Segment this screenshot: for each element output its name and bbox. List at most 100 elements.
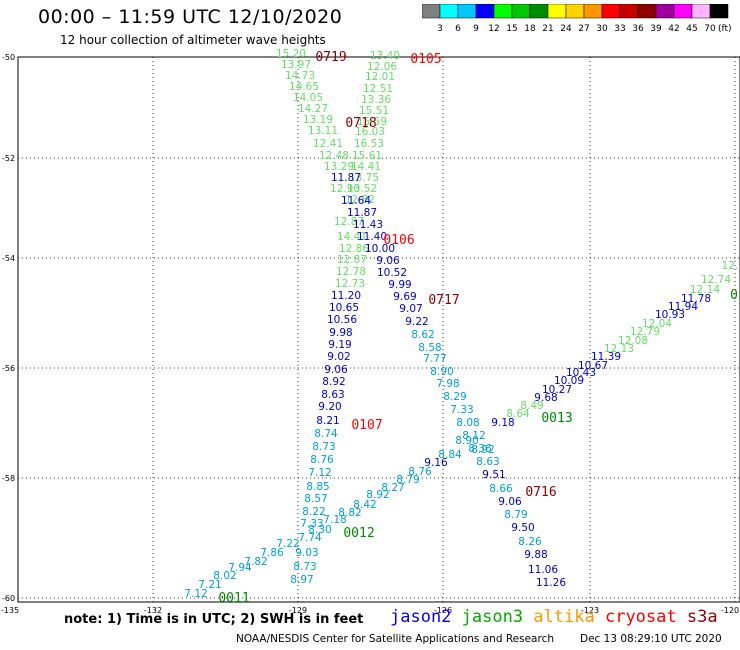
swh-value-label: 8.27: [381, 482, 404, 494]
scale-tick-label: 24: [560, 24, 572, 34]
swh-value-label: 8.66: [489, 483, 513, 495]
swh-value-label: 12.82: [345, 194, 375, 206]
pass-time-label: 0718: [345, 116, 376, 131]
swh-value-label: 9.07: [399, 303, 422, 315]
swh-value-label: 16.03: [355, 126, 385, 138]
scale-tick-label: 33: [614, 24, 625, 34]
swh-value-label: 11.87: [347, 207, 377, 219]
swh-value-label: 11.64: [341, 195, 371, 207]
lat-tick-label: -58: [2, 474, 15, 483]
pass-time-labels: 0719 0105 0718 0106 0717 0107 0013 0716 0012 0011…: [218, 50, 738, 606]
swh-value-label: 8.22: [302, 506, 325, 518]
swh-value-label: 11.40: [357, 231, 387, 243]
swh-value-label: 11.26: [536, 577, 566, 589]
swh-value-label: 8.58: [418, 342, 441, 354]
swh-value-label: 8.85: [306, 481, 329, 493]
swh-value-label: 13.52: [347, 183, 377, 195]
lat-tick-label: -50: [2, 53, 15, 62]
swh-value-label: 12.08: [618, 335, 648, 347]
footer-note: note: 1) Time is in UTC; 2) SWH is in fe…: [64, 612, 364, 627]
swh-value-label: 9.02: [327, 351, 350, 363]
swh-value-label: 7.33: [450, 404, 473, 416]
swh-value-label: 12.87: [337, 254, 367, 266]
pass-time-label: 0107: [351, 418, 382, 433]
swh-value-label: 11.78: [681, 293, 711, 305]
swh-value-label: 15.61: [352, 150, 382, 162]
swh-value-label: 7.94: [228, 562, 252, 574]
scale-swatch: [709, 4, 729, 19]
swh-value-label: 11.87: [331, 172, 361, 184]
swh-value-label: 8.79: [396, 474, 419, 486]
satellite-legend: jason2 jason3 altika cryosat s3a: [390, 607, 718, 627]
swh-value-label: 7.22: [276, 538, 299, 550]
swh-value-label: 8.92: [366, 489, 389, 501]
swh-value-label: 8.29: [443, 391, 466, 403]
swh-value-label: 14.65: [289, 81, 319, 93]
swh-value-label: 12.04: [642, 318, 672, 330]
swh-value-label: 13.11: [308, 125, 338, 137]
swh-value-label: 9.68: [534, 392, 557, 404]
swh-value-label: 14.41: [351, 161, 381, 173]
swh-value-label: 15.59: [357, 116, 387, 128]
swh-value-label: 8.26: [518, 536, 542, 548]
swh-value-label: 8.08: [456, 417, 479, 429]
swh-value-label: 8.84: [438, 449, 462, 461]
swh-value-label: 11.20: [331, 290, 361, 302]
swh-value-label: 9.03: [295, 547, 318, 559]
swh-value-label: 8.73: [312, 441, 335, 453]
lon-tick-label: -123: [581, 606, 599, 615]
footer-date: Dec 13 08:29:10 UTC 2020: [580, 633, 722, 645]
swh-value-label: 7.33: [300, 518, 323, 530]
swh-value-label: 10.27: [542, 384, 572, 396]
swh-value-label: 10.43: [566, 367, 596, 379]
map-grid: [18, 56, 740, 602]
map-axis-labels: -135 -132 -129 -126 -123 -120 -50 -52 -54 -56 -58 -…: [1, 53, 739, 615]
swh-value-label: 12.48: [319, 150, 349, 162]
swh-value-label: 8.42: [353, 499, 376, 511]
swh-value-label: 8.76: [310, 454, 334, 466]
swh-value-label: 7.86: [260, 547, 284, 559]
scale-tick-label: 30: [596, 24, 608, 34]
swh-value-label: 7.74: [298, 532, 322, 544]
swh-value-label: 12.51: [363, 83, 393, 95]
swh-value-label: 8.76: [408, 466, 432, 478]
lat-tick-label: -52: [2, 154, 15, 163]
swh-value-label: 8.63: [476, 456, 499, 468]
swh-value-label: 8.57: [304, 493, 327, 505]
legend-jason2: jason2: [390, 607, 462, 627]
swh-value-label: 13.29: [324, 161, 354, 173]
swh-value-label: 8.64: [506, 408, 530, 420]
swh-value-label: 8.97: [290, 574, 313, 586]
swh-value-label: 8.02: [213, 570, 236, 582]
scale-tick-label: 3: [437, 24, 443, 34]
pass-time-label: 0013: [541, 411, 572, 426]
swh-value-label: 9.51: [482, 469, 505, 481]
swh-value-label: 8.30: [308, 524, 331, 536]
scale-tick-label: 18: [524, 24, 536, 34]
wave-height-points: 15.2013.9714.7314.6514.0514.2713.1913.11…: [184, 48, 738, 600]
scale-tick-label: 15: [506, 24, 517, 34]
scale-tick-label: 45: [686, 24, 697, 34]
swh-value-label: 12.78: [336, 266, 366, 278]
scale-tick-label: 21: [542, 24, 553, 34]
swh-value-label: 9.69: [393, 291, 416, 303]
swh-value-label: 12.74: [701, 274, 731, 286]
pass-time-label: 0719: [315, 50, 346, 65]
swh-value-label: 8.49: [520, 400, 543, 412]
legend-jason3: jason3: [461, 607, 534, 627]
swh-value-label: 10.09: [554, 375, 584, 387]
swh-value-label: 14.41: [337, 231, 367, 243]
swh-value-label: 12.: [722, 260, 739, 272]
swh-value-label: 13.40: [370, 50, 400, 62]
swh-value-label: 9.88: [524, 549, 547, 561]
swh-value-label: 14.73: [285, 70, 315, 82]
swh-value-label: 10.65: [329, 302, 359, 314]
swh-value-label: 8.36: [468, 443, 492, 455]
swh-value-label: 7.12: [184, 588, 207, 600]
swh-value-label: 14.05: [293, 92, 323, 104]
swh-value-label: 12.06: [367, 61, 397, 73]
swh-value-label: 10.00: [365, 243, 395, 255]
pass-time-label: 0717: [428, 293, 459, 308]
swh-value-label: 8.63: [321, 389, 344, 401]
swh-value-label: 8.21: [316, 415, 339, 427]
